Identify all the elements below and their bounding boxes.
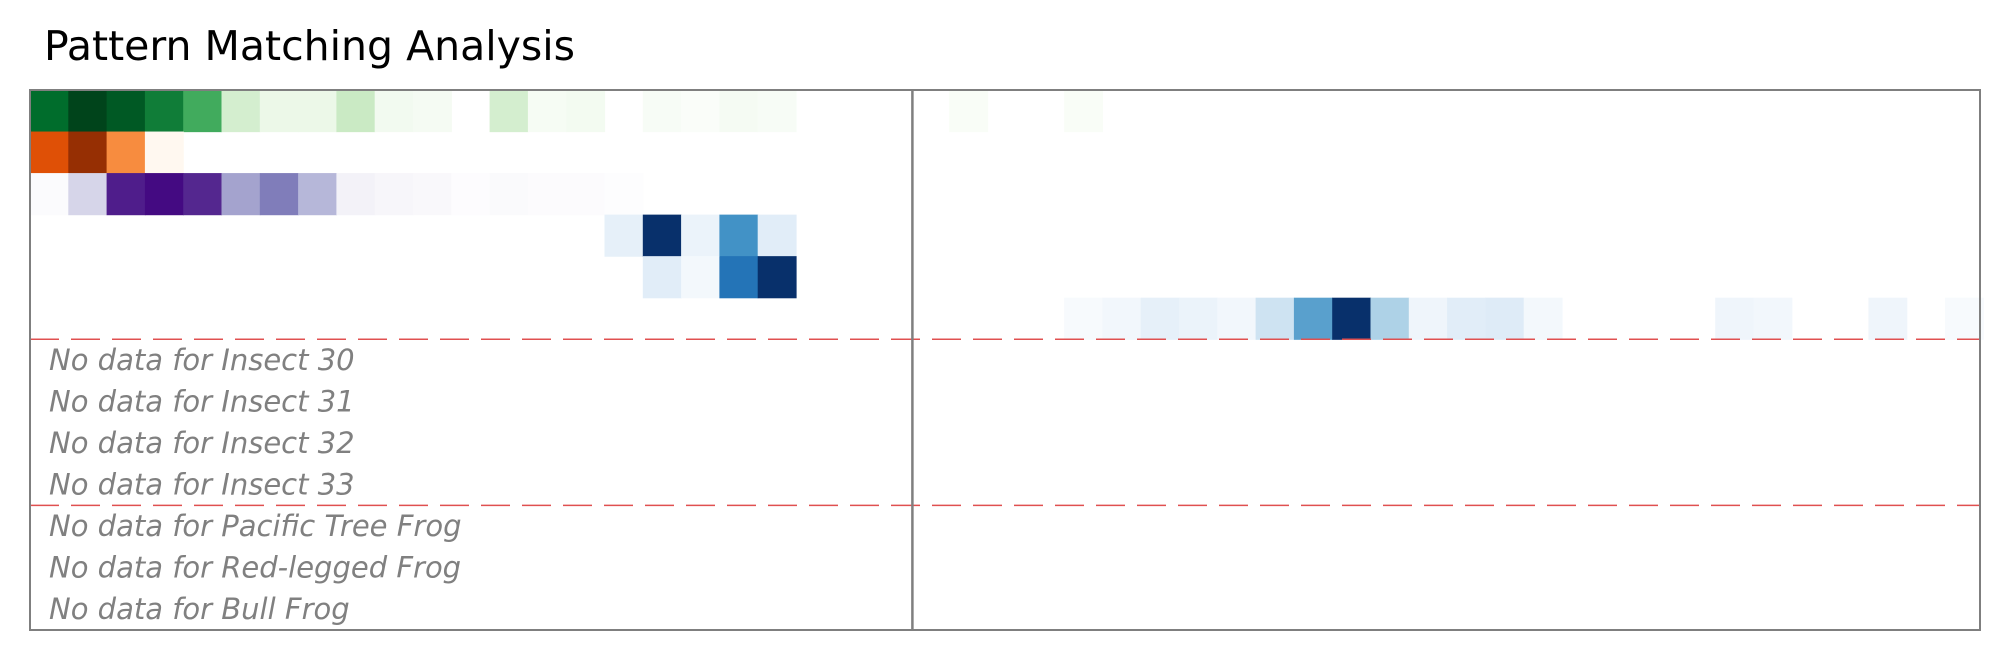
plot-frame [29,89,1981,631]
heatmap-cell [1945,297,1984,340]
heatmap-cell [374,173,414,216]
heatmap-cell [144,131,184,174]
heatmap-cell [1868,297,1908,340]
heatmap-cell [527,90,567,133]
heatmap-cell [719,90,759,133]
heatmap-cell [681,214,720,257]
heatmap-cell [681,256,720,299]
heatmap-cell [413,173,452,216]
chart-lines [29,89,1981,631]
heatmap-cell [1064,90,1103,133]
heatmap-cell [1753,297,1793,340]
heatmap-cell [604,214,644,257]
heatmap-cell [144,90,184,133]
heatmap-cell [566,173,606,216]
heatmap-cell [642,90,682,133]
heatmap-cell [1255,297,1295,340]
no-data-label: No data for Insect 31 [49,385,355,419]
heatmap-cell [221,90,261,133]
heatmap-cell [1370,297,1410,340]
heatmap-cell [106,131,146,174]
heatmap-cell [1408,297,1448,340]
heatmap-cell [757,256,797,299]
heatmap-cell [642,214,682,257]
heatmap-cell [259,90,299,133]
heatmap-cell [1715,297,1755,340]
no-data-label: No data for Insect 33 [49,468,355,502]
heatmap-cell [106,173,146,216]
heatmap-cell [489,90,529,133]
heatmap-cell [183,90,223,133]
heatmap-cell [68,131,108,174]
heatmap-cell [298,173,337,216]
chart-title: Pattern Matching Analysis [44,22,575,70]
heatmap-cell [527,173,567,216]
heatmap-cell [259,173,299,216]
heatmap-cell [566,90,606,133]
heatmap-cell [451,173,491,216]
heatmap-cell [1179,297,1218,340]
heatmap-cell [1140,297,1180,340]
heatmap-cell [30,131,69,174]
heatmap-cell [1102,297,1142,340]
no-data-label: No data for Insect 30 [49,343,355,377]
no-data-label: No data for Bull Frog [49,592,350,626]
heatmap-cells [30,90,1984,340]
no-data-label: No data for Insect 32 [49,426,355,460]
heatmap-cell [1064,297,1103,340]
heatmap-cell [489,173,529,216]
heatmap-cell [298,90,337,133]
heatmap-cell [106,90,146,133]
heatmap-cell [1293,297,1333,340]
heatmap-cell [719,214,759,257]
heatmap-cell [336,90,376,133]
heatmap-cell [1217,297,1257,340]
heatmap-cell [1523,297,1563,340]
no-data-label: No data for Red-legged Frog [49,551,461,585]
heatmap-cell [757,214,797,257]
heatmap-cell [374,90,414,133]
heatmap-cell [144,173,184,216]
heatmap-cell [183,173,223,216]
heatmap-cell [1485,297,1525,340]
heatmap-cell [68,173,108,216]
heatmap-cell [1332,297,1372,340]
heatmap-cell [681,90,720,133]
no-data-label: No data for Pacific Tree Frog [49,509,462,543]
heatmap-cell [757,90,797,133]
heatmap-cell [221,173,261,216]
heatmap-cell [642,256,682,299]
no-data-labels: No data for Insect 30 No data for Insect … [49,343,462,626]
heatmap-cell [1447,297,1486,340]
heatmap-cell [949,90,989,133]
heatmap-cell [413,90,452,133]
heatmap-cell [719,256,759,299]
heatmap-cell [604,173,644,216]
heatmap-cell [68,90,108,133]
heatmap-cell [336,173,376,216]
heatmap-cell [30,173,69,216]
heatmap-cell [30,90,69,133]
